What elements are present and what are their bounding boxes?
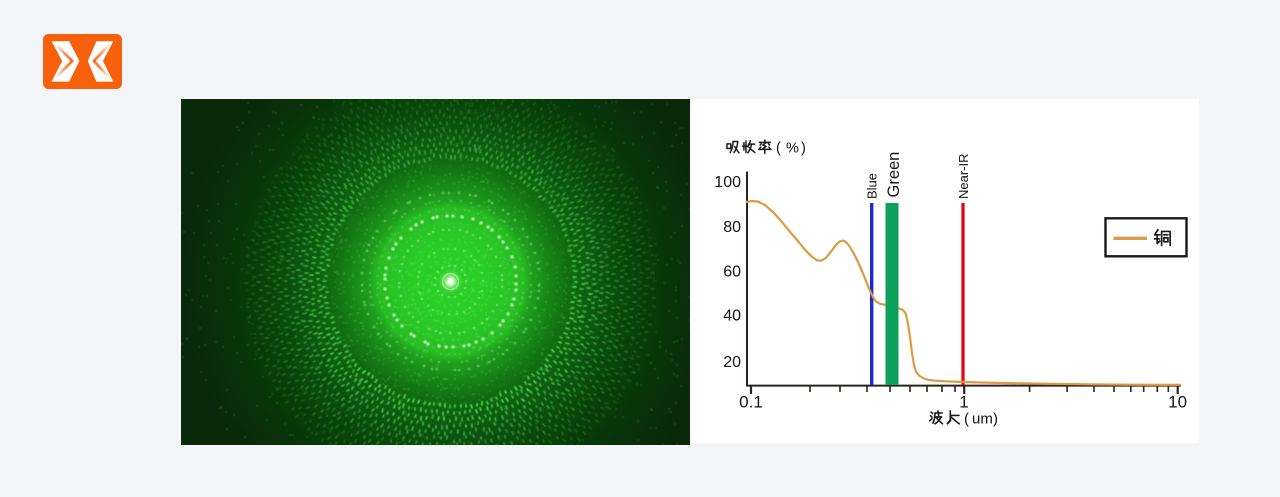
svg-text:60: 60 xyxy=(723,264,741,281)
svg-text:um: um xyxy=(972,411,993,428)
svg-text:0.1: 0.1 xyxy=(739,393,763,412)
svg-text:(: ( xyxy=(964,411,969,428)
svg-text:): ) xyxy=(993,411,998,428)
svg-text:10: 10 xyxy=(1168,393,1187,412)
svg-text:Near-IR: Near-IR xyxy=(956,153,971,199)
svg-text:): ) xyxy=(801,141,806,157)
svg-text:(: ( xyxy=(776,141,781,157)
svg-text:100: 100 xyxy=(714,174,741,191)
svg-text:Blue: Blue xyxy=(865,173,880,199)
svg-text:1: 1 xyxy=(959,393,968,412)
svg-text:%: % xyxy=(786,141,799,157)
svg-text:20: 20 xyxy=(723,354,741,371)
svg-text:80: 80 xyxy=(723,219,741,236)
svg-text:Green: Green xyxy=(885,152,903,198)
svg-text:40: 40 xyxy=(723,307,741,324)
